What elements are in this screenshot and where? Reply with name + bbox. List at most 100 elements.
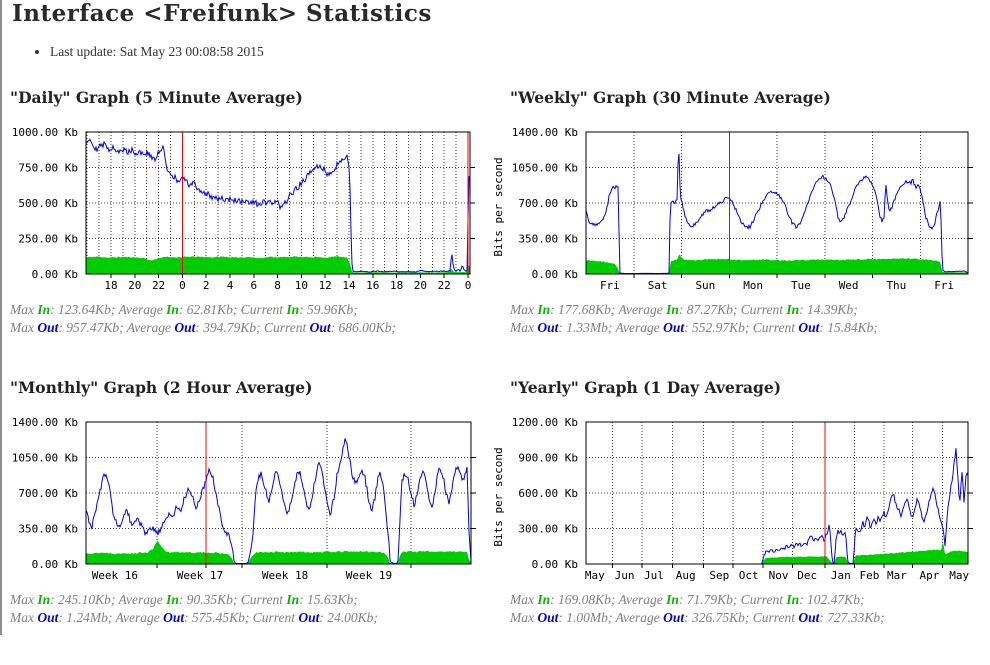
monthly-ytick-label: 0.00 Kb — [32, 558, 78, 571]
page-title: Interface <Freifunk> Statistics — [12, 0, 432, 27]
stat-word: Average — [618, 592, 667, 607]
yearly-xtick-label: Apr — [919, 569, 939, 582]
stat-word: Max — [10, 610, 38, 625]
weekly-stats: Max In: 177.68Kb; Average In: 87.27Kb; C… — [510, 301, 878, 337]
yearly-xtick-label: Jul — [644, 569, 664, 582]
yearly-in-area — [586, 542, 968, 564]
stat-out-word: Out — [798, 320, 820, 335]
yearly-xtick-label: Dec — [797, 569, 817, 582]
stat-in-word: In — [786, 302, 800, 317]
monthly-stats-in-line: Max In: 245.10Kb; Average In: 90.35Kb; C… — [10, 591, 378, 609]
yearly-ytick-label: 600.00 Kb — [518, 487, 578, 500]
weekly-ytick-label: 700.00 Kb — [518, 197, 578, 210]
daily-out-line — [85, 138, 471, 273]
weekly-graph-heading: "Weekly" Graph (30 Minute Average) — [510, 88, 831, 107]
monthly-xtick-label: Week 16 — [92, 569, 138, 582]
weekly-ytick-label: 350.00 Kb — [518, 233, 578, 246]
daily-xtick-label: 18 — [390, 279, 403, 292]
monthly-out-line — [85, 438, 472, 565]
stat-value: : 102.47Kb; — [799, 592, 865, 607]
monthly-graph-svg: 0.00 Kb 350.00 Kb 700.00 Kb 1050.00 Kb 1400.… — [12, 416, 476, 582]
yearly-stats: Max In: 169.08Kb; Average In: 71.79Kb; C… — [510, 591, 885, 627]
stat-value: : 62.81Kb; — [178, 302, 241, 317]
monthly-stats-out-line: Max Out: 1.24Mb; Average Out: 575.45Kb; … — [10, 609, 378, 627]
yearly-graph: 0.00 Kb 300.00 Kb 600.00 Kb 900.00 Kb 1200.0… — [492, 415, 990, 587]
yearly-xtick-label: Jan — [831, 569, 851, 582]
stat-value: : 245.10Kb; — [50, 592, 119, 607]
stat-word: Current — [252, 610, 299, 625]
stat-out-word: Out — [37, 320, 59, 335]
meta-list: Last update: Sat May 23 00:08:58 2015 — [2, 44, 264, 60]
weekly-xtick-label: Fri — [600, 279, 620, 292]
stat-value: : 71.79Kb; — [678, 592, 741, 607]
monthly-in-area — [86, 540, 471, 564]
weekly-xtick-label: Wed — [839, 279, 859, 292]
daily-xtick-label: 20 — [414, 279, 427, 292]
stat-in-word: In — [286, 302, 300, 317]
stat-value: : 59.96Kb; — [299, 302, 358, 317]
yearly-xtick-label: May — [585, 569, 605, 582]
weekly-xtick-label: Thu — [886, 279, 906, 292]
weekly-xtick-label: Tue — [791, 279, 811, 292]
stat-value: : 326.75Kb; — [684, 610, 753, 625]
yearly-xtick-label: Aug — [676, 569, 696, 582]
stat-word: Average — [115, 610, 164, 625]
daily-xtick-label: 20 — [128, 279, 141, 292]
stat-in-word: In — [666, 302, 679, 317]
stat-in-word: In — [37, 592, 51, 607]
daily-xtick-label: 14 — [342, 279, 356, 292]
monthly-ytick-label: 1400.00 Kb — [12, 416, 78, 429]
daily-ytick-label: 0.00 Kb — [32, 268, 78, 281]
stat-word: Max — [510, 302, 538, 317]
stat-in-word: In — [786, 592, 800, 607]
monthly-section: "Monthly" Graph (2 Hour Average) 0.00 Kb… — [2, 375, 492, 665]
stat-out-word: Out — [298, 610, 320, 625]
weekly-ylegend: Bits per second — [492, 157, 505, 256]
monthly-graph-heading: "Monthly" Graph (2 Hour Average) — [10, 378, 313, 397]
stat-value: : 394.79Kb; — [195, 320, 265, 335]
weekly-graph-svg: 0.00 Kb 350.00 Kb 700.00 Kb 1050.00 Kb 1400.… — [492, 126, 973, 292]
daily-in-area — [86, 256, 470, 274]
yearly-stats-out-line: Max Out: 1.00Mb; Average Out: 326.75Kb; … — [510, 609, 885, 627]
weekly-out-line — [585, 153, 969, 274]
stat-word: Max — [10, 320, 38, 335]
yearly-ytick-label: 900.00 Kb — [518, 452, 578, 465]
stat-value: : 15.63Kb; — [299, 592, 358, 607]
stat-word: Average — [615, 610, 664, 625]
stat-value: : 123.64Kb; — [50, 302, 119, 317]
monthly-xtick-label: Week 18 — [262, 569, 308, 582]
monthly-xtick-label: Week 19 — [346, 569, 392, 582]
daily-graph-svg: 0.00 Kb 250.00 Kb 500.00 Kb 750.00 Kb 1000.0… — [12, 126, 475, 292]
yearly-stats-in-line: Max In: 169.08Kb; Average In: 71.79Kb; C… — [510, 591, 885, 609]
stat-in-word: In — [37, 302, 51, 317]
monthly-ytick-label: 1050.00 Kb — [12, 452, 78, 465]
yearly-section: "Yearly" Graph (1 Day Average) 0.00 Kb 30… — [492, 375, 990, 665]
mrtg-stats-page: { "page": { "title": "Interface <Freifun… — [0, 0, 990, 635]
yearly-ytick-label: 1200.00 Kb — [512, 416, 578, 429]
stat-word: Max — [510, 610, 538, 625]
stat-out-word: Out — [798, 610, 820, 625]
daily-ytick-label: 250.00 Kb — [18, 233, 78, 246]
stat-out-word: Out — [174, 320, 196, 335]
daily-xtick-label: 10 — [295, 279, 308, 292]
stat-out-word: Out — [663, 320, 685, 335]
yearly-xtick-label: Feb — [860, 569, 880, 582]
stat-word: Average — [126, 320, 175, 335]
stat-value: : 686.00Kb; — [330, 320, 396, 335]
daily-xtick-label: 18 — [104, 279, 117, 292]
yearly-graph-svg: 0.00 Kb 300.00 Kb 600.00 Kb 900.00 Kb 1200.0… — [492, 416, 973, 582]
stat-word: Average — [618, 302, 667, 317]
stat-in-word: In — [537, 592, 551, 607]
weekly-graph: 0.00 Kb 350.00 Kb 700.00 Kb 1050.00 Kb 1400.… — [492, 125, 990, 297]
stat-value: : 552.97Kb; — [684, 320, 753, 335]
stat-word: Current — [264, 320, 310, 335]
yearly-xtick-label: Nov — [769, 569, 789, 582]
daily-xtick-label: 12 — [319, 279, 332, 292]
daily-ytick-label: 500.00 Kb — [18, 197, 78, 210]
stat-value: : 575.45Kb; — [184, 610, 253, 625]
stat-value: : 1.33Mb; — [558, 320, 616, 335]
daily-xtick-label: 8 — [274, 279, 281, 292]
stat-word: Current — [740, 592, 787, 607]
last-update-item: Last update: Sat May 23 00:08:58 2015 — [50, 44, 264, 60]
yearly-ylegend: Bits per second — [492, 447, 505, 546]
